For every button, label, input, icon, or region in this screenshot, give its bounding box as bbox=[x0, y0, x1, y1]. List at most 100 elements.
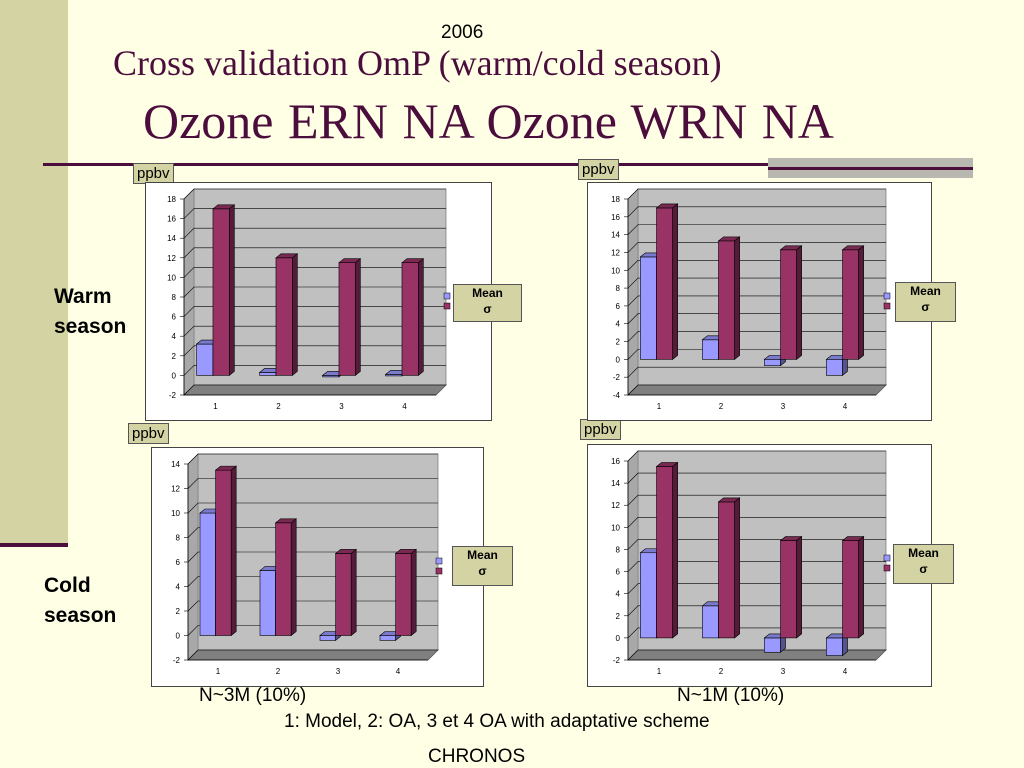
gridline bbox=[627, 295, 886, 307]
legend-swatch-sigma bbox=[883, 564, 891, 572]
bar-mean bbox=[763, 633, 787, 653]
legend-sigma-label: σ bbox=[483, 302, 492, 316]
y-tick-label: 0 bbox=[616, 355, 621, 364]
bar-sigma bbox=[334, 548, 358, 637]
bar-front bbox=[656, 207, 673, 360]
gridline bbox=[627, 188, 886, 200]
left-decor-band bbox=[0, 0, 68, 545]
unit-label-ern-warm: ppbv bbox=[133, 163, 174, 184]
bar-front bbox=[764, 359, 781, 366]
legend-mean-label: Mean bbox=[908, 546, 939, 560]
slide-subtitle: Ozone ERN NA Ozone WRN NA bbox=[143, 93, 834, 149]
legend-mean-label: Mean bbox=[472, 286, 503, 300]
y-tick-label: 8 bbox=[172, 293, 177, 302]
y-tick-label: 18 bbox=[611, 195, 620, 204]
legend-swatch-mean bbox=[883, 554, 891, 562]
y-tick-label: 2 bbox=[176, 607, 181, 616]
y-tick-label: 4 bbox=[616, 320, 621, 329]
gridline bbox=[627, 583, 886, 594]
gridline bbox=[627, 384, 886, 396]
y-tick-label: 12 bbox=[611, 501, 620, 510]
bar-sigma bbox=[841, 245, 865, 360]
gridline bbox=[627, 627, 886, 639]
sample-size-right: N~1M (10%) bbox=[677, 685, 785, 706]
bar-front bbox=[826, 359, 843, 376]
gridline bbox=[187, 453, 438, 465]
bar-sigma bbox=[214, 465, 238, 637]
gridline bbox=[187, 478, 438, 489]
bar-sigma bbox=[274, 518, 298, 637]
y-tick-label: 6 bbox=[616, 302, 621, 311]
source-label: CHRONOS bbox=[428, 746, 526, 767]
x-tick-label: 3 bbox=[781, 667, 786, 676]
gridline bbox=[627, 242, 886, 253]
bar-sigma bbox=[655, 203, 679, 360]
gridline bbox=[187, 649, 438, 661]
bar-side bbox=[355, 258, 361, 377]
y-tick-label: 10 bbox=[171, 509, 180, 518]
gridline bbox=[183, 267, 446, 278]
gridline bbox=[627, 206, 886, 218]
legend-wrn-warm: Mean σ bbox=[895, 282, 956, 322]
bar-front bbox=[780, 540, 797, 639]
y-tick-label: 12 bbox=[611, 248, 620, 257]
unit-label-wrn-warm: ppbv bbox=[578, 159, 619, 180]
gridline bbox=[187, 502, 438, 514]
chart-wrn-warm: -4 -2 0 2 4 6 8 10 12 14 16 18 1 2 3 4 bbox=[587, 182, 932, 421]
gridline bbox=[183, 227, 446, 239]
bar-sigma bbox=[275, 253, 299, 377]
bar-front bbox=[640, 256, 657, 360]
x-tick-label: 1 bbox=[657, 402, 662, 411]
bar-sigma bbox=[841, 535, 865, 639]
legend-swatch-sigma bbox=[883, 302, 891, 310]
bar-front bbox=[702, 339, 719, 360]
gridline bbox=[183, 325, 446, 337]
bar-front bbox=[275, 522, 292, 636]
bar-side bbox=[418, 258, 424, 377]
bar-side bbox=[858, 245, 864, 360]
y-tick-label: 4 bbox=[616, 590, 621, 599]
y-tick-label: -4 bbox=[613, 391, 621, 400]
bar-sigma bbox=[779, 245, 803, 360]
y-tick-label: 4 bbox=[176, 583, 181, 592]
bar-front bbox=[275, 257, 293, 376]
bar-side bbox=[290, 518, 297, 637]
gridline bbox=[627, 259, 886, 271]
slide-title: Cross validation OmP (warm/cold season) bbox=[113, 43, 722, 83]
y-tick-label: 14 bbox=[171, 460, 180, 469]
bar-side bbox=[796, 535, 802, 639]
y-tick-label: 8 bbox=[616, 284, 621, 293]
y-tick-label: 2 bbox=[616, 612, 621, 621]
gridline bbox=[627, 224, 886, 235]
gridline bbox=[627, 313, 886, 324]
bar-front bbox=[215, 469, 232, 636]
gridline bbox=[627, 561, 886, 572]
legend-sigma-label: σ bbox=[921, 300, 930, 314]
y-tick-label: 2 bbox=[616, 338, 621, 347]
cold-season-label: Cold season bbox=[44, 574, 117, 627]
legend-mean-label: Mean bbox=[467, 548, 498, 562]
x-tick-label: 2 bbox=[719, 402, 724, 411]
bar-side bbox=[672, 203, 678, 360]
y-tick-label: 6 bbox=[176, 558, 181, 567]
bar-side bbox=[672, 461, 678, 639]
gridline bbox=[627, 450, 886, 462]
plot-floor bbox=[627, 384, 887, 396]
legend-wrn-cold: Mean σ bbox=[893, 544, 954, 584]
slide-year: 2006 bbox=[441, 22, 484, 43]
y-tick-label: 6 bbox=[172, 313, 177, 322]
y-tick-label: -2 bbox=[173, 656, 181, 665]
bar-sigma bbox=[212, 204, 236, 377]
bar-sigma bbox=[401, 258, 425, 377]
gridline bbox=[183, 188, 446, 200]
sample-size-left: N~3M (10%) bbox=[199, 685, 307, 706]
gridline bbox=[183, 247, 446, 259]
chart-ern-cold: -2 0 2 4 6 8 10 12 14 1 2 3 4 bbox=[151, 447, 484, 687]
y-tick-label: 8 bbox=[616, 545, 621, 554]
x-tick-label: 2 bbox=[276, 667, 281, 676]
gridline bbox=[183, 365, 446, 376]
x-tick-label: 2 bbox=[276, 402, 281, 411]
